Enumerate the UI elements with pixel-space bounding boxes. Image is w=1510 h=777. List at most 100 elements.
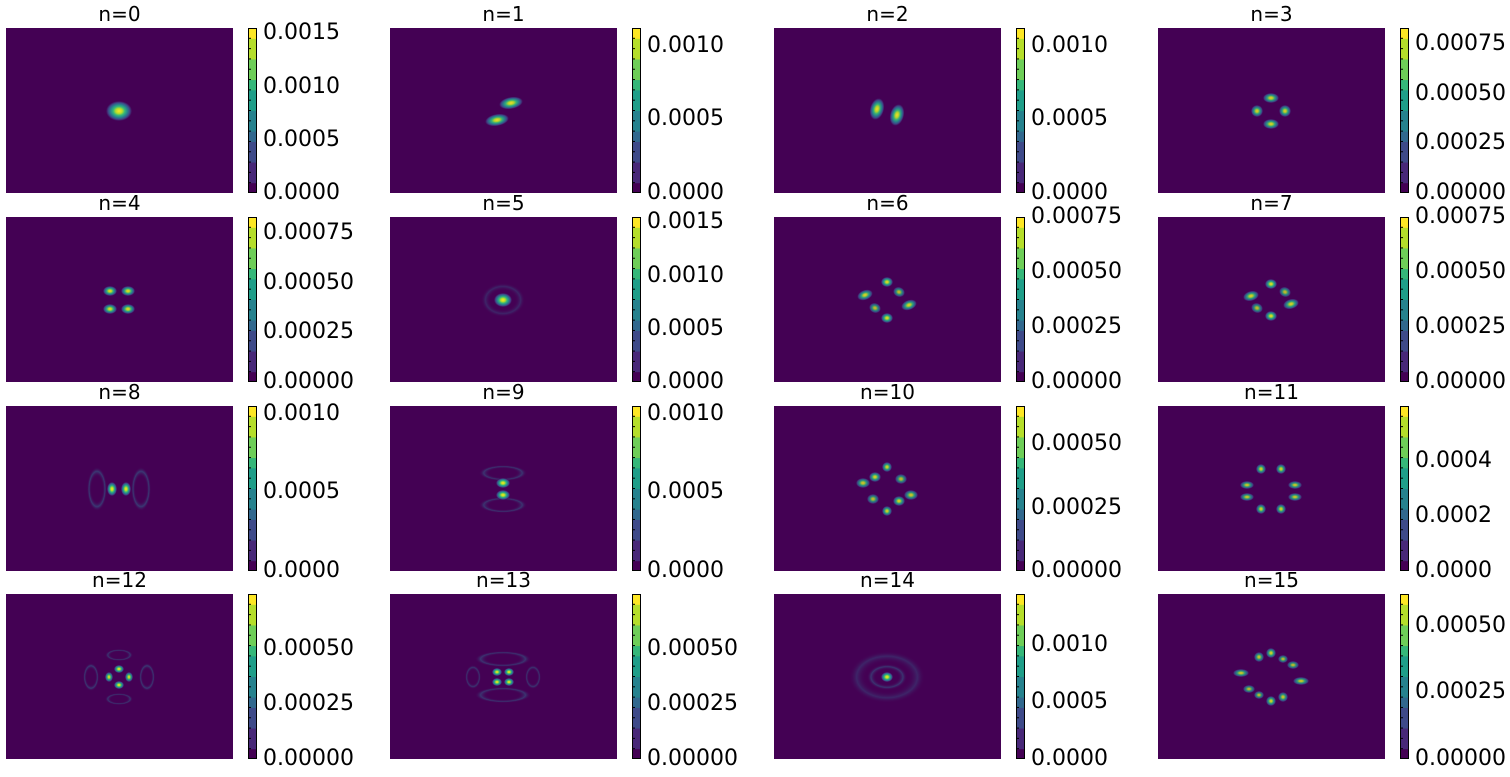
density-panel: n=12 0.00000 0.00025 0.00050 — [6, 566, 356, 770]
panel-title: n=15 — [1244, 568, 1299, 592]
colorbar-level — [1016, 467, 1025, 479]
colorbar — [1400, 594, 1409, 760]
colorbar-level — [1016, 529, 1025, 541]
density-ring — [465, 665, 481, 689]
colorbar-tick-label: 0.00050 — [1031, 431, 1122, 457]
colorbar-tick-label: 0.0010 — [1031, 32, 1108, 58]
colorbar-level — [1400, 258, 1409, 270]
colorbar-level — [1016, 560, 1025, 572]
colorbar-level — [1400, 509, 1409, 520]
colorbar-level — [248, 151, 257, 163]
colorbar-level — [1016, 79, 1025, 91]
colorbar-tick-label: 0.0010 — [647, 262, 724, 288]
colorbar-frame — [632, 217, 641, 382]
colorbar-level — [632, 268, 641, 280]
density-panel: n=10 0.00000 0.00025 0.00050 — [774, 378, 1124, 582]
colorbar-level — [248, 351, 257, 362]
colorbar-level — [1016, 416, 1025, 428]
colorbar-level — [248, 635, 257, 647]
density-lobe — [1233, 669, 1249, 677]
colorbar-tick-label: 0.0000 — [1415, 558, 1492, 583]
colorbar — [1400, 28, 1409, 194]
colorbar-level — [248, 120, 257, 132]
colorbar-level — [1016, 686, 1025, 698]
colorbar-level — [1016, 151, 1025, 163]
colorbar-tick-label: 0.0005 — [1031, 106, 1108, 132]
density-lobe — [869, 472, 881, 482]
density-ring — [87, 467, 107, 511]
colorbar-level — [632, 69, 641, 81]
colorbar-level — [632, 635, 641, 647]
density-lobe — [485, 113, 509, 127]
colorbar-level — [248, 38, 257, 50]
panel-title: n=2 — [866, 2, 909, 26]
colorbar-tick-label: 0.0000 — [647, 558, 724, 583]
colorbar-level — [632, 604, 641, 616]
density-lobe — [1288, 481, 1302, 489]
panel-title: n=13 — [476, 568, 531, 592]
colorbar-level — [632, 58, 641, 70]
colorbar-level — [1400, 676, 1409, 688]
heatmap-svg — [1251, 93, 1291, 129]
colorbar-level — [632, 426, 641, 438]
panel-title: n=0 — [98, 2, 141, 26]
colorbar-level — [1016, 309, 1025, 321]
colorbar-frame — [1400, 406, 1409, 571]
density-lobe — [889, 104, 905, 126]
density-ring — [475, 651, 531, 667]
density-lobe — [107, 482, 117, 496]
colorbar-level — [1400, 426, 1409, 438]
colorbar-level — [248, 162, 257, 173]
colorbar-level — [248, 436, 257, 448]
colorbar-level — [248, 748, 257, 760]
colorbar-level — [248, 560, 257, 572]
colorbar-level — [1016, 488, 1025, 500]
panel-title: n=6 — [866, 191, 909, 215]
density-lobe — [114, 681, 124, 689]
colorbar-level — [248, 676, 257, 688]
colorbar-level — [632, 416, 641, 428]
colorbar-level — [1400, 519, 1409, 531]
density-lobe — [882, 506, 892, 516]
density-panel: n=6 0.00000 0.00025 0.00050 0.00075 — [774, 189, 1124, 393]
colorbar-level — [632, 655, 641, 667]
colorbar — [632, 28, 641, 194]
colorbar-level — [632, 89, 641, 101]
colorbar-tick-label: 0.0015 — [263, 20, 340, 46]
colorbar-level — [1016, 89, 1025, 101]
density-panel: n=0 0.0000 0.0005 0.0010 0.0015 — [6, 0, 356, 204]
colorbar-level — [632, 182, 641, 194]
colorbar-level — [248, 509, 257, 520]
density-lobe — [1254, 652, 1264, 662]
colorbar-level — [1016, 182, 1025, 194]
colorbar-level — [1400, 707, 1409, 719]
density-lobe — [1251, 302, 1263, 314]
colorbar-tick-label: 0.0005 — [263, 126, 340, 152]
colorbar — [248, 217, 257, 383]
colorbar-svg — [632, 28, 641, 194]
colorbar-level — [1400, 340, 1409, 352]
density-panel: n=1 0.0000 0.0005 0.0010 — [390, 0, 740, 204]
colorbar-frame — [248, 28, 257, 193]
colorbar — [1400, 406, 1409, 572]
colorbar-level — [248, 299, 257, 311]
panel-title: n=8 — [98, 380, 141, 404]
colorbar-level — [248, 728, 257, 739]
colorbar-level — [248, 247, 257, 259]
colorbar — [632, 406, 641, 572]
colorbar-level — [248, 278, 257, 290]
colorbar-tick-label: 0.00025 — [1415, 130, 1506, 156]
colorbar-level — [632, 707, 641, 719]
colorbar-level — [1400, 371, 1409, 383]
colorbar-level — [248, 89, 257, 101]
colorbar-svg — [248, 594, 257, 760]
density-ring — [83, 663, 99, 691]
colorbar-level — [632, 100, 641, 111]
colorbar-level — [632, 309, 641, 321]
colorbar-level — [248, 28, 257, 39]
colorbar-tick-label: 0.0000 — [647, 180, 724, 205]
colorbar-level — [1016, 624, 1025, 636]
colorbar-level — [248, 320, 257, 331]
colorbar-svg — [1400, 217, 1409, 383]
colorbar-level — [1016, 340, 1025, 352]
